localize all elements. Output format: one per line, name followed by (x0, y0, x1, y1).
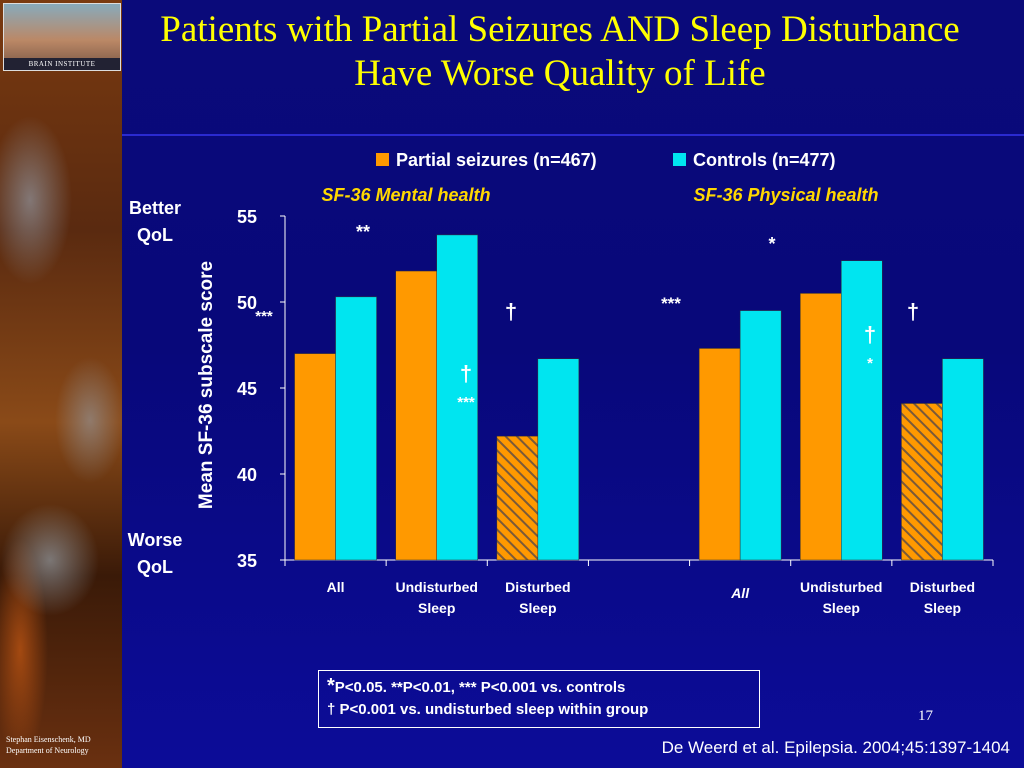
worse-qol-label: Worse (128, 530, 183, 550)
significance-marker: * (867, 355, 873, 372)
credit-department: Department of Neurology (6, 746, 89, 755)
bar-partial (901, 403, 943, 561)
significance-marker: † (907, 299, 919, 324)
bar-controls (942, 358, 984, 561)
x-category-label: Undisturbed (395, 579, 477, 595)
footnote-star: * (327, 675, 335, 697)
bar-partial (800, 293, 842, 561)
significance-marker: † (505, 299, 517, 324)
significance-marker: *** (255, 308, 273, 325)
footnote-significance: P<0.05. **P<0.01, *** P<0.001 vs. contro… (334, 679, 626, 696)
brain-institute-logo: BRAIN INSTITUTE (3, 3, 121, 71)
significance-marker: * (768, 234, 775, 254)
x-category-label: Sleep (418, 600, 455, 616)
worse-qol-label: QoL (137, 557, 173, 577)
x-category-label: Disturbed (910, 579, 975, 595)
bar-partial (698, 348, 741, 561)
x-category-label: Sleep (519, 600, 556, 616)
better-qol-label: QoL (137, 225, 173, 245)
footnote-box: *P<0.05. **P<0.01, *** P<0.001 vs. contr… (318, 670, 760, 728)
significance-marker: *** (457, 394, 475, 411)
slide-title: Patients with Partial Seizures AND Sleep… (160, 9, 960, 94)
y-tick-label: 40 (237, 465, 257, 485)
y-tick-label: 35 (237, 551, 257, 571)
panel-subtitle: SF-36 Physical health (693, 185, 878, 205)
better-qol-label: Better (129, 198, 181, 218)
x-category-label: All (327, 579, 345, 595)
significance-marker: ** (356, 222, 370, 242)
bar-controls (335, 296, 377, 561)
legend-label-partial: Partial seizures (n=467) (396, 150, 597, 170)
bar-partial (395, 270, 437, 561)
bar-partial (294, 353, 336, 561)
legend-label-controls: Controls (n=477) (693, 150, 836, 170)
y-axis-title: Mean SF-36 subscale score (196, 261, 217, 509)
credit: Stephan Eisenschenk, MD Department of Ne… (6, 734, 118, 756)
bar-controls (537, 358, 580, 561)
bar-controls (739, 310, 782, 561)
logo-caption: BRAIN INSTITUTE (4, 58, 120, 70)
significance-marker: *** (661, 294, 681, 313)
x-category-label: Undisturbed (800, 579, 882, 595)
page-number: 17 (918, 708, 933, 724)
y-tick-label: 45 (237, 379, 257, 399)
x-category-label: All (730, 585, 750, 601)
citation: De Weerd et al. Epilepsia. 2004;45:1397-… (661, 738, 1010, 757)
panel-subtitle: SF-36 Mental health (321, 185, 490, 205)
bar-controls (841, 260, 883, 561)
significance-marker: † (864, 322, 876, 347)
significance-marker: † (460, 361, 472, 386)
legend-swatch-partial (376, 153, 389, 166)
x-category-label: Sleep (823, 600, 860, 616)
credit-name: Stephan Eisenschenk, MD (6, 735, 91, 744)
legend-swatch-controls (673, 153, 686, 166)
decorative-side-image (0, 0, 122, 768)
x-category-label: Sleep (924, 600, 961, 616)
footnote-dagger: † P<0.001 vs. undisturbed sleep within g… (327, 701, 649, 718)
y-tick-label: 55 (237, 207, 257, 227)
x-category-label: Disturbed (505, 579, 570, 595)
bar-partial (496, 435, 539, 561)
title-divider (122, 134, 1024, 136)
bar-controls (436, 234, 478, 561)
y-tick-label: 50 (237, 293, 257, 313)
